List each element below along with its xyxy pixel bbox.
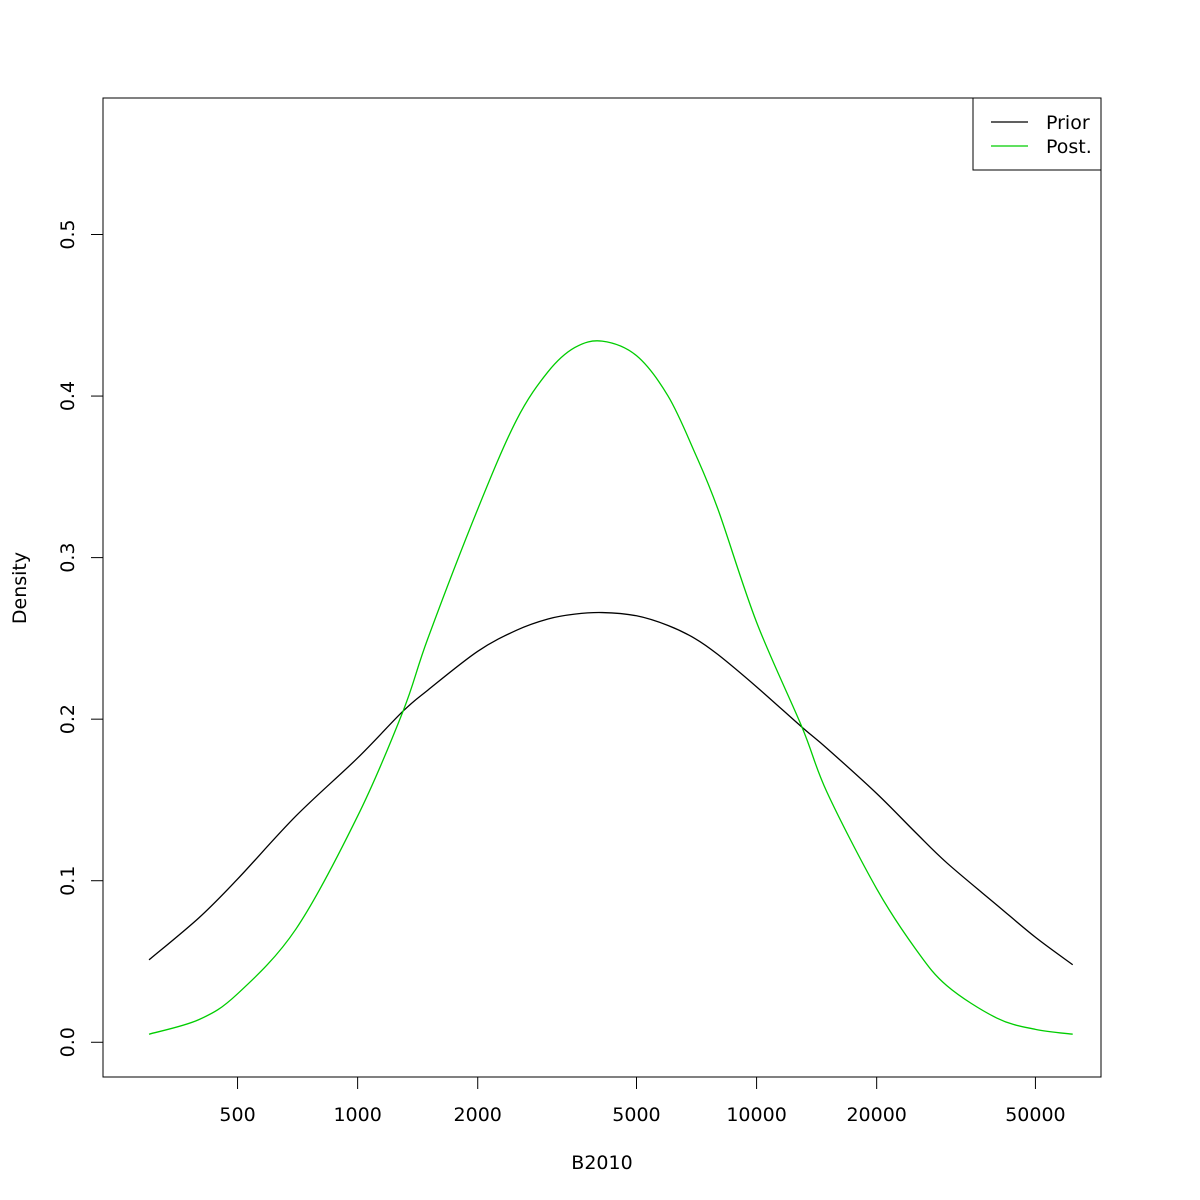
- x-tick-label: 20000: [846, 1104, 906, 1126]
- x-tick-label: 10000: [726, 1104, 786, 1126]
- x-tick-label: 1000: [333, 1104, 381, 1126]
- series-line-post: [148, 340, 1073, 1035]
- x-axis: 500 1000 2000 5000 10000 20000 50000: [219, 1076, 1066, 1126]
- series-line-prior: [148, 611, 1074, 966]
- x-tick-label: 50000: [1005, 1104, 1065, 1126]
- y-axis-title: Density: [9, 552, 31, 624]
- y-tick-label: 0.4: [57, 381, 79, 411]
- x-tick-label: 500: [219, 1104, 255, 1126]
- legend-label-post: Post.: [1046, 136, 1092, 158]
- series-group: [148, 340, 1074, 1035]
- y-tick-label: 0.1: [57, 866, 79, 896]
- y-tick-label: 0.3: [57, 543, 79, 573]
- y-axis: 0.0 0.1 0.2 0.3 0.4 0.5: [57, 219, 104, 1057]
- y-tick-label: 0.0: [57, 1027, 79, 1057]
- legend-box: [972, 97, 1102, 171]
- legend: Prior Post.: [972, 97, 1102, 171]
- x-axis-title: B2010: [571, 1152, 632, 1174]
- x-tick-label: 2000: [454, 1104, 502, 1126]
- x-tick-label: 5000: [612, 1104, 660, 1126]
- plot-frame: [102, 97, 1102, 1078]
- y-tick-label: 0.5: [57, 219, 79, 249]
- y-tick-label: 0.2: [57, 704, 79, 734]
- legend-label-prior: Prior: [1046, 112, 1090, 134]
